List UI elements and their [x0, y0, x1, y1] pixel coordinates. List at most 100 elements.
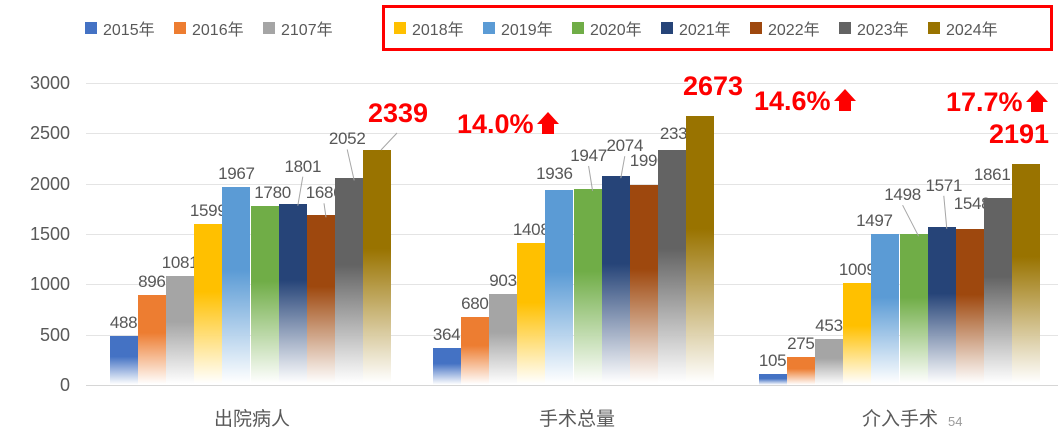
- legend-swatch: [839, 22, 851, 34]
- growth-pct-discharged: 14.0%: [457, 109, 534, 139]
- bar-group2-2021年: [601, 176, 630, 385]
- bar-group1-2020年: [250, 205, 279, 385]
- annotation-growth-interventional: 17.7%: [946, 88, 1048, 116]
- y-axis-tick: 2500: [29, 123, 70, 144]
- gridline: [86, 133, 1058, 135]
- growth-pct-surgery: 14.6%: [754, 86, 831, 116]
- bar-value-label: 488: [109, 312, 138, 332]
- bar-value-label: 1497: [856, 211, 893, 231]
- up-arrow-icon: [833, 89, 856, 112]
- y-axis-tick: 3000: [29, 73, 70, 93]
- bar-value-label: 680: [461, 293, 489, 313]
- bar-group2-2020年: [573, 189, 602, 385]
- bar-group3-2021年: [927, 226, 956, 385]
- legend-label: 2024年: [946, 22, 998, 39]
- bar-value-label: 1801: [284, 156, 322, 176]
- category-label-3: 介入手术: [861, 409, 939, 430]
- legend-label: 2023年: [857, 22, 909, 39]
- category-label-1: 出院病人: [213, 409, 291, 430]
- bar-value-label: 1861: [973, 164, 1011, 184]
- legend-swatch: [85, 22, 97, 34]
- bar-group1-2024年: [363, 149, 392, 385]
- bar-value-label: 896: [138, 271, 166, 291]
- gridline: [86, 183, 1058, 185]
- annotation-growth-surgery: 14.6%: [754, 87, 856, 115]
- legend-swatch: [174, 22, 186, 34]
- legend-item-4: 2018年: [394, 16, 470, 40]
- legend-item-5: 2019年: [483, 16, 559, 40]
- bar-group3-2016年: [786, 357, 815, 385]
- bar-group3-2024年: [1012, 164, 1041, 385]
- bar-group3-2022年: [955, 229, 985, 385]
- bar-value-label: 275: [787, 334, 815, 354]
- legend-label: 2015年: [103, 22, 155, 39]
- bar-group3-2107年: [814, 339, 844, 385]
- bar-group1-2022年: [306, 215, 336, 385]
- bar-group1-2107年: [165, 276, 195, 385]
- y-axis-tick: 0: [59, 375, 70, 395]
- bar-group3-2020年: [899, 234, 928, 385]
- legend-label: 2107年: [281, 22, 333, 39]
- legend-label: 2021年: [679, 22, 731, 39]
- bar-group3-2023年: [984, 197, 1013, 385]
- legend-group-plain: 2015年 2016年 2107年: [85, 16, 339, 40]
- legend-item-1: 2015年: [85, 16, 161, 40]
- legend-swatch: [483, 22, 495, 34]
- bar-value-label: 2074: [606, 136, 644, 156]
- annotation-value-discharged: 2339: [368, 98, 429, 128]
- annotation-value-interventional: 2191: [989, 119, 1050, 149]
- bar-group3-2015年: [758, 374, 787, 385]
- bar-value-label: 1081: [161, 253, 199, 273]
- legend-swatch: [750, 22, 762, 34]
- bar-value-label: 1408: [512, 220, 550, 240]
- legend-item-3: 2107年: [263, 16, 339, 40]
- gridline: [86, 385, 1058, 386]
- bar-group2-2019年: [545, 190, 574, 385]
- bar-value-label: 1498: [884, 185, 921, 205]
- bar-value-label: 903: [489, 271, 517, 291]
- legend-swatch: [661, 22, 673, 34]
- bar-group1-2016年: [137, 294, 166, 385]
- bar-group3-2018年: [843, 283, 872, 385]
- bar-group2-2022年: [629, 184, 659, 385]
- bar-value-label: 364: [432, 325, 461, 345]
- bar-value-label: 1548: [953, 194, 991, 214]
- bar-group3-2019年: [871, 234, 900, 385]
- growth-pct-interventional: 17.7%: [946, 87, 1023, 117]
- legend-swatch: [928, 22, 940, 34]
- page-number: 54: [948, 414, 963, 429]
- annotation-value-surgery: 2673: [683, 71, 744, 101]
- legend-swatch: [572, 22, 584, 34]
- bar-value-label: 1686: [305, 183, 343, 203]
- legend-item-6: 2020年: [572, 16, 648, 40]
- legend-label: 2019年: [501, 22, 553, 39]
- bar-value-label: 1780: [254, 182, 291, 202]
- bar-value-label: 1936: [536, 164, 573, 184]
- bar-group2-2015年: [432, 348, 461, 385]
- legend-item-7: 2021年: [661, 16, 737, 40]
- y-axis-tick: 1000: [29, 274, 70, 295]
- bar-group2-2018年: [517, 243, 546, 385]
- annotation-growth-discharged: 14.0%: [457, 110, 559, 138]
- bar-group2-2024年: [686, 115, 715, 385]
- bar-value-label: 1599: [189, 201, 227, 221]
- legend-highlight-box: 2018年 2019年 2020年 2021年 2022年 2023年 2024年: [382, 5, 1053, 51]
- bar-group1-2021年: [278, 203, 307, 385]
- bar-value-label: 1009: [838, 260, 876, 280]
- legend-item-2: 2016年: [174, 16, 250, 40]
- y-axis-tick: 2000: [29, 173, 70, 194]
- legend-swatch: [263, 22, 275, 34]
- legend-item-8: 2022年: [750, 16, 826, 40]
- legend-label: 2018年: [412, 22, 464, 39]
- bar-group2-2016年: [460, 316, 489, 385]
- chart-legend: 2015年 2016年 2107年 2018年 2019年 2020年 2021年 2022…: [85, 5, 1053, 51]
- bar-group2-2107年: [488, 294, 518, 385]
- bar-value-label: 105: [758, 351, 787, 371]
- legend-item-9: 2023年: [839, 16, 915, 40]
- bar-value-label: 2052: [328, 129, 366, 149]
- up-arrow-icon: [536, 112, 559, 135]
- legend-item-10: 2024年: [928, 16, 1004, 40]
- legend-label: 2022年: [768, 22, 820, 39]
- bar-group1-2015年: [109, 335, 138, 385]
